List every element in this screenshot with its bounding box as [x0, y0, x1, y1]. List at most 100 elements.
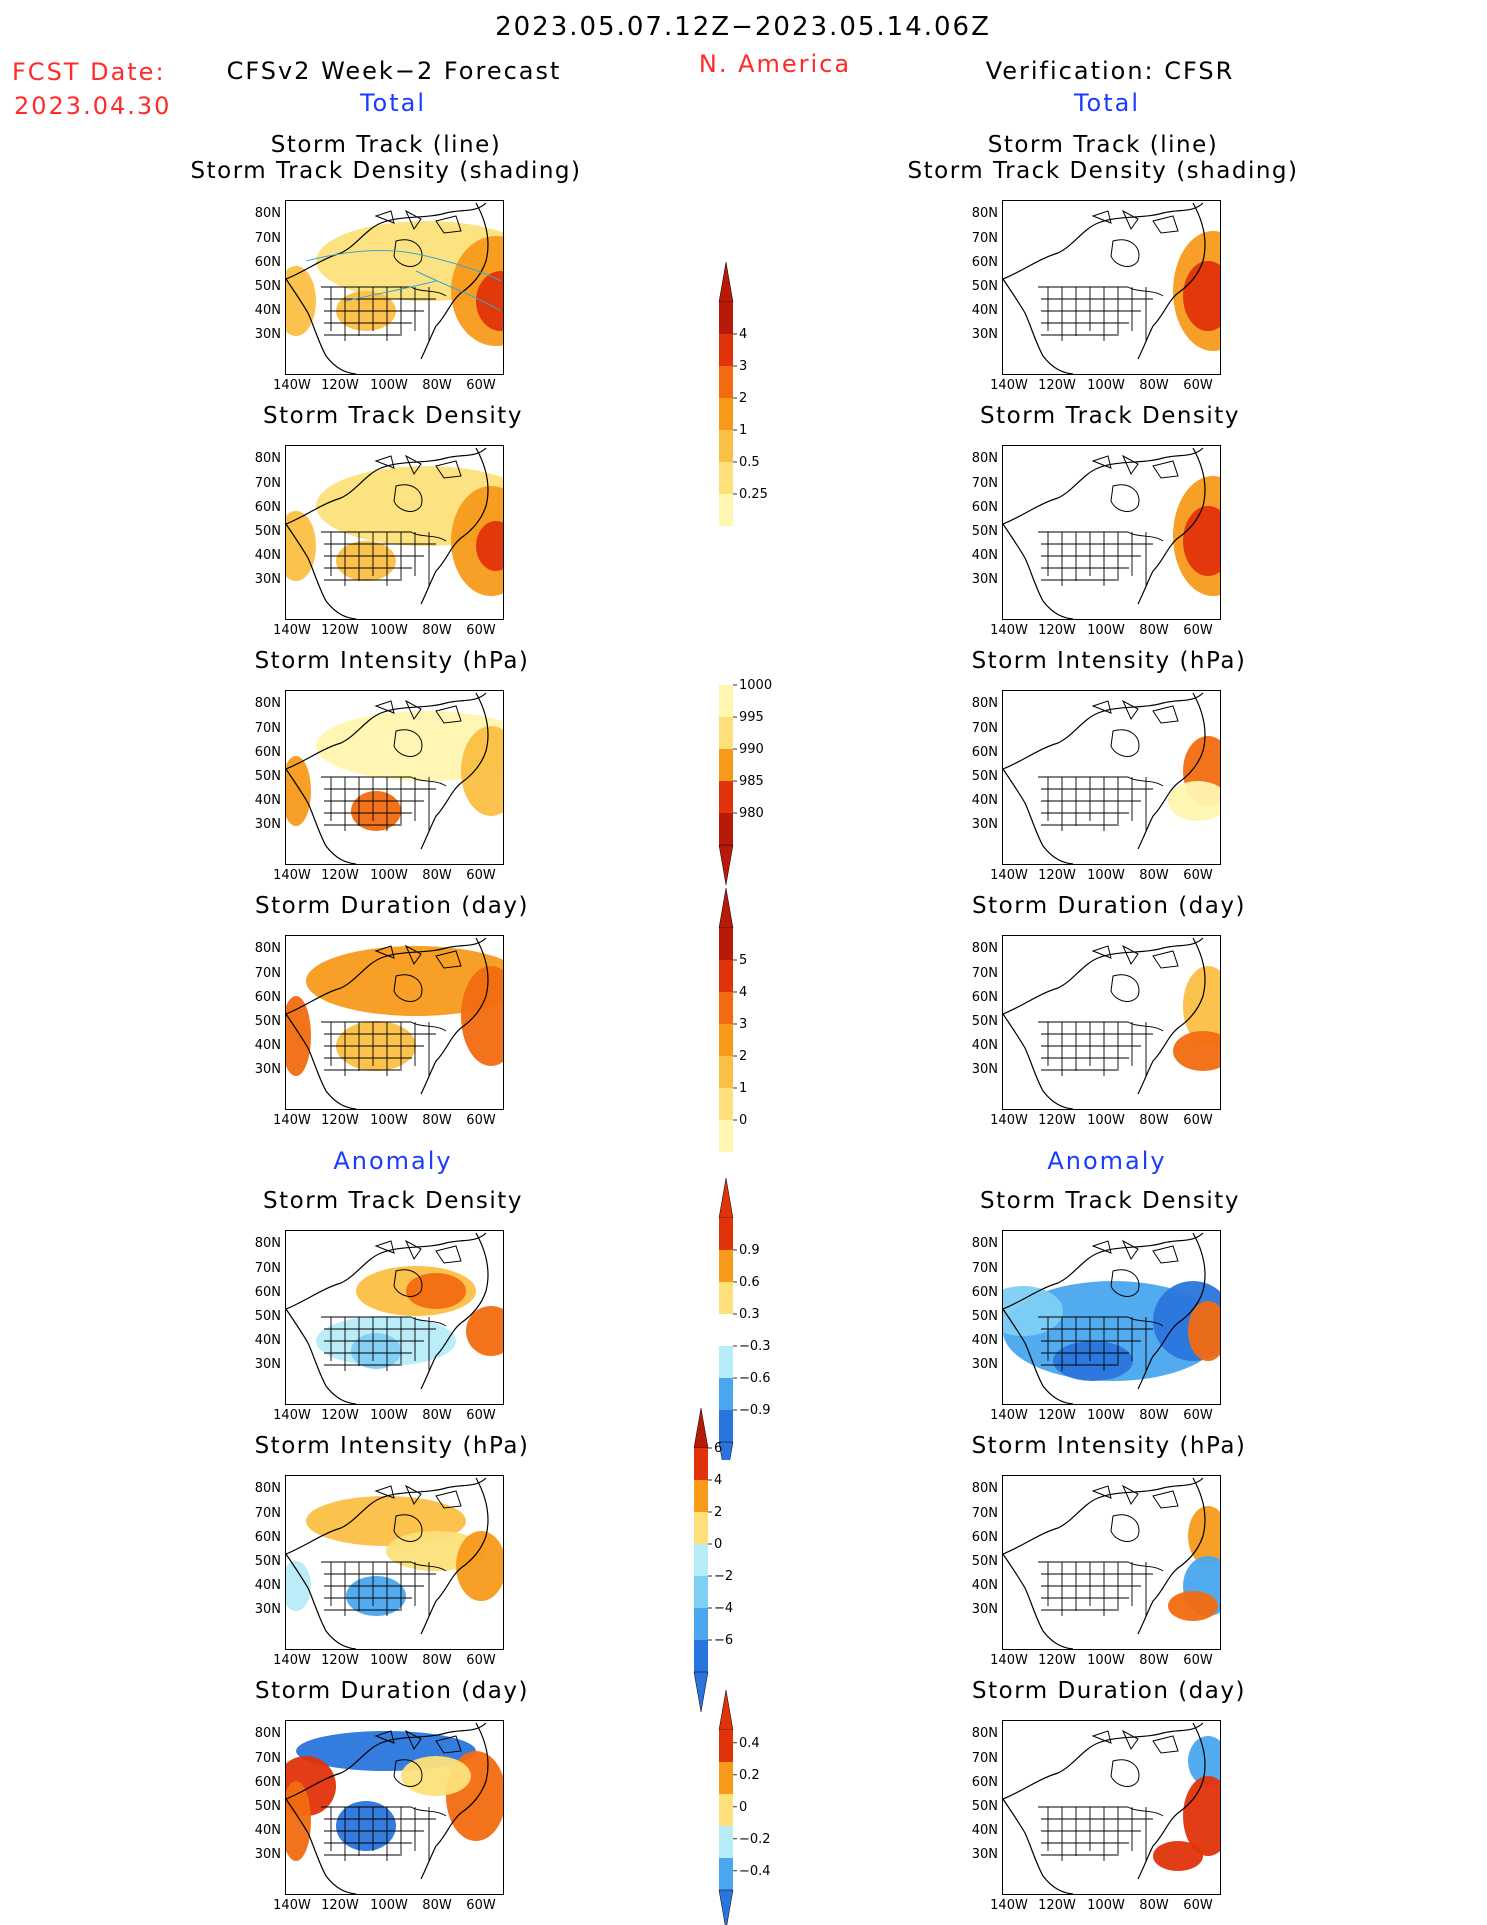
lon-label: 100W — [370, 623, 408, 638]
lat-label: 50N — [254, 1309, 281, 1324]
right-intensity-title: Storm Intensity (hPa) — [971, 648, 1247, 674]
lon-label: 100W — [370, 1653, 408, 1668]
lon-label: 100W — [370, 1408, 408, 1423]
lat-label: 80N — [971, 1236, 998, 1251]
shading-blob — [336, 541, 396, 581]
hudson-bay-outline — [1091, 1239, 1179, 1297]
colorbar-segment — [719, 366, 733, 398]
lon-label: 120W — [321, 1653, 359, 1668]
lon-label: 80W — [1139, 1898, 1169, 1913]
lon-label: 120W — [321, 1408, 359, 1423]
left-model-title: CFSv2 Week−2 Forecast — [226, 57, 562, 85]
lat-label: 60N — [254, 1775, 281, 1790]
hudson-bay-outline — [1091, 944, 1179, 1002]
lat-label: 80N — [971, 1481, 998, 1496]
lat-label: 70N — [971, 966, 998, 981]
map-svg — [1003, 1477, 1220, 1649]
colorbar-segment — [719, 1120, 733, 1152]
colorbar-top-arrow — [718, 1178, 734, 1219]
lat-label: 40N — [971, 548, 998, 563]
colorbar-segment — [719, 781, 733, 813]
colorbar-segment — [719, 813, 733, 845]
lat-label: 30N — [254, 572, 281, 587]
lon-label: 120W — [1038, 1408, 1076, 1423]
colorbar-label: 0.6 — [739, 1275, 760, 1290]
colorbar-segment — [719, 717, 733, 749]
map-svg — [286, 202, 503, 374]
colorbar-label: 0 — [739, 1113, 747, 1128]
forecast-period: 2023.05.07.12Z−2023.05.14.06Z — [495, 12, 991, 42]
colorbar-segment — [694, 1576, 708, 1608]
colorbar-segment — [719, 1378, 733, 1410]
colorbar-label: 3 — [739, 1017, 747, 1032]
map-svg — [1003, 1232, 1220, 1404]
lat-label: 40N — [971, 303, 998, 318]
lon-label: 80W — [1139, 1113, 1169, 1128]
coastline — [286, 937, 489, 1109]
colorbar-bottom-arrow — [718, 1889, 734, 1925]
colorbar-segment — [719, 1826, 733, 1858]
hudson-bay-outline — [1091, 699, 1179, 757]
lat-label: 70N — [254, 721, 281, 736]
colorbar-segment — [694, 1512, 708, 1544]
colorbar-label: 4 — [714, 1473, 722, 1488]
coastline — [286, 1477, 489, 1649]
state-borders — [321, 776, 447, 831]
lon-label: 140W — [990, 1113, 1028, 1128]
colorbar-segment — [719, 302, 733, 334]
left-map-3 — [285, 690, 504, 865]
right-track-shading-title: Storm Track Density (shading) — [907, 158, 1299, 184]
lat-label: 70N — [254, 966, 281, 981]
lon-label: 60W — [1183, 868, 1213, 883]
lat-label: 80N — [254, 696, 281, 711]
lon-label: 120W — [321, 868, 359, 883]
state-borders — [321, 286, 447, 341]
colorbar-label: 980 — [739, 806, 764, 821]
shading-blob — [466, 1306, 503, 1356]
lon-label: 100W — [370, 378, 408, 393]
colorbar-label: 1 — [739, 423, 747, 438]
colorbar-segment — [694, 1448, 708, 1480]
lat-label: 80N — [254, 206, 281, 221]
state-borders — [1038, 531, 1164, 586]
lat-label: 60N — [971, 745, 998, 760]
shading-blob — [1153, 1841, 1203, 1871]
shading-blob — [336, 1801, 396, 1851]
colorbar-density-total: 4 3 2 1 0.5 0.25 — [718, 262, 768, 526]
lat-label: 40N — [971, 1578, 998, 1593]
shading-blob — [286, 1561, 311, 1611]
lat-label: 60N — [971, 255, 998, 270]
coastline — [286, 202, 489, 374]
shading-blob — [1168, 781, 1220, 821]
colorbar-label: 2 — [714, 1505, 722, 1520]
lat-label: 30N — [971, 1602, 998, 1617]
right-total-label: Total — [1073, 89, 1141, 117]
coastline — [286, 1232, 489, 1404]
left-anom-intensity-title: Storm Intensity (hPa) — [254, 1433, 530, 1459]
lat-label: 60N — [254, 1285, 281, 1300]
lon-label: 60W — [466, 623, 496, 638]
lat-label: 30N — [971, 1357, 998, 1372]
colorbar-label: 0.2 — [739, 1768, 760, 1783]
shading-blob — [1168, 1591, 1218, 1621]
lon-label: 140W — [273, 623, 311, 638]
right-density-title: Storm Track Density — [980, 403, 1240, 429]
map-svg — [286, 692, 503, 864]
coastline — [1003, 1232, 1206, 1404]
colorbar-label: −4 — [714, 1601, 733, 1616]
lat-label: 50N — [254, 1014, 281, 1029]
lat-label: 30N — [254, 1357, 281, 1372]
map-svg — [286, 1477, 503, 1649]
colorbar-intensity-total: 1000 995 990 985 980 — [718, 678, 772, 886]
colorbar-segment — [719, 749, 733, 781]
colorbar-segment — [719, 430, 733, 462]
hudson-bay-outline — [374, 699, 462, 757]
state-borders — [321, 1316, 447, 1371]
lon-label: 120W — [1038, 1653, 1076, 1668]
left-map-7 — [285, 1720, 504, 1895]
shading-blob — [1173, 1031, 1220, 1071]
lat-label: 30N — [971, 327, 998, 342]
colorbar-label: 1000 — [739, 678, 772, 693]
lat-label: 30N — [254, 1602, 281, 1617]
map-svg — [286, 447, 503, 619]
